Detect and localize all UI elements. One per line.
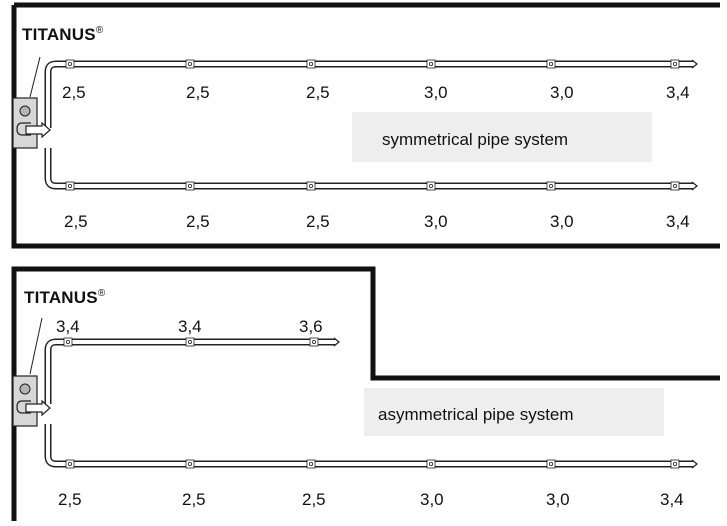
- aspiration-hole-dot: [187, 62, 192, 67]
- aspiration-hole: [306, 59, 316, 69]
- aspiration-hole: [185, 337, 195, 347]
- symmetrical-bottom-value: 2,5: [306, 212, 330, 231]
- asymmetrical-bottom-value: 2,5: [182, 490, 206, 509]
- aspiration-hole-dot: [187, 339, 192, 344]
- aspiration-hole-dot: [308, 62, 313, 67]
- symmetrical-panel: TITANUS® symmetrical pipe system 2,5 2,5…: [11, 2, 720, 249]
- aspiration-hole: [546, 459, 556, 469]
- symmetrical-top-aspiration-holes: [65, 59, 680, 69]
- aspiration-hole-dot: [68, 461, 73, 466]
- symmetrical-room-outline: [11, 2, 720, 249]
- asymmetrical-system-label: asymmetrical pipe system: [378, 405, 574, 424]
- asymmetrical-brand-leader-line: [29, 317, 43, 375]
- aspiration-hole: [306, 459, 316, 469]
- asymmetrical-top-value: 3,6: [299, 317, 323, 336]
- asymmetrical-bottom-pipe-end-cap: [691, 459, 698, 469]
- symmetrical-top-value: 3,0: [424, 83, 448, 102]
- aspiration-hole: [309, 337, 319, 347]
- symmetrical-bottom-value: 2,5: [186, 212, 210, 231]
- asymmetrical-bottom-aspiration-holes: [65, 459, 680, 469]
- symmetrical-bottom-value: 2,5: [64, 212, 88, 231]
- symmetrical-detector-device: [12, 97, 51, 149]
- asymmetrical-detector-device: [12, 375, 51, 427]
- aspiration-hole-dot: [428, 62, 433, 67]
- aspiration-hole: [63, 337, 73, 347]
- aspiration-hole-dot: [549, 183, 554, 188]
- asymmetrical-bottom-value: 3,4: [660, 490, 684, 509]
- asymmetrical-top-value: 3,4: [178, 317, 202, 336]
- aspiration-hole-dot: [428, 461, 433, 466]
- aspiration-hole: [670, 459, 680, 469]
- symmetrical-bottom-aspiration-holes: [65, 181, 680, 191]
- aspiration-hole-dot: [68, 62, 73, 67]
- symmetrical-bottom-value: 3,0: [550, 212, 574, 231]
- aspiration-hole: [65, 459, 75, 469]
- asymmetrical-bottom-value: 3,0: [420, 490, 444, 509]
- asymmetrical-pipe-inner: [46, 340, 693, 466]
- asymmetrical-top-value: 3,4: [56, 317, 80, 336]
- aspiration-hole: [185, 459, 195, 469]
- asymmetrical-top-aspiration-holes: [63, 337, 319, 347]
- symmetrical-top-pipe-end-cap: [691, 59, 698, 69]
- aspiration-hole: [670, 59, 680, 69]
- aspiration-hole-dot: [428, 183, 433, 188]
- symmetrical-brand-title: TITANUS®: [22, 25, 104, 44]
- asymmetrical-top-pipe-end-cap: [333, 337, 340, 347]
- aspiration-hole: [65, 181, 75, 191]
- symmetrical-top-value: 3,4: [666, 83, 690, 102]
- asymmetrical-bottom-value: 3,0: [546, 490, 570, 509]
- symmetrical-bottom-pipe-end-cap: [691, 181, 698, 191]
- symmetrical-system-label: symmetrical pipe system: [382, 130, 568, 149]
- asymmetrical-bottom-value: 2,5: [58, 490, 82, 509]
- aspiration-hole: [546, 59, 556, 69]
- aspiration-hole-dot: [673, 62, 678, 67]
- aspiration-hole: [426, 459, 436, 469]
- symmetrical-top-value: 3,0: [550, 83, 574, 102]
- asymmetrical-label-background: [364, 388, 664, 436]
- aspiration-hole-dot: [549, 461, 554, 466]
- aspiration-hole: [65, 59, 75, 69]
- symmetrical-bottom-value: 3,4: [666, 212, 690, 231]
- symmetrical-bottom-value: 3,0: [424, 212, 448, 231]
- symmetrical-pipe-inner: [46, 62, 693, 188]
- asymmetrical-panel: TITANUS® asymmetrical pipe system 3,4 3,…: [11, 266, 720, 521]
- aspiration-hole: [426, 59, 436, 69]
- aspiration-hole-dot: [308, 183, 313, 188]
- symmetrical-brand-leader-line: [29, 56, 41, 98]
- aspiration-hole: [185, 59, 195, 69]
- aspiration-hole-dot: [549, 62, 554, 67]
- asymmetrical-room-outline: [11, 266, 720, 521]
- aspiration-hole-dot: [673, 183, 678, 188]
- aspiration-hole: [185, 181, 195, 191]
- symmetrical-top-value: 2,5: [306, 83, 330, 102]
- aspiration-hole-dot: [308, 461, 313, 466]
- symmetrical-top-value: 2,5: [62, 83, 86, 102]
- asymmetrical-brand-title: TITANUS®: [24, 288, 106, 307]
- symmetrical-label-background: [352, 112, 652, 162]
- symmetrical-top-value: 2,5: [186, 83, 210, 102]
- aspiration-hole: [546, 181, 556, 191]
- aspiration-hole-dot: [187, 461, 192, 466]
- aspiration-hole-dot: [311, 339, 316, 344]
- aspiration-hole: [670, 181, 680, 191]
- aspiration-hole: [426, 181, 436, 191]
- aspiration-hole: [306, 181, 316, 191]
- aspiration-hole-dot: [187, 183, 192, 188]
- asymmetrical-bottom-value: 2,5: [302, 490, 326, 509]
- aspiration-hole-dot: [673, 461, 678, 466]
- aspiration-hole-dot: [68, 183, 73, 188]
- aspiration-hole-dot: [66, 339, 71, 344]
